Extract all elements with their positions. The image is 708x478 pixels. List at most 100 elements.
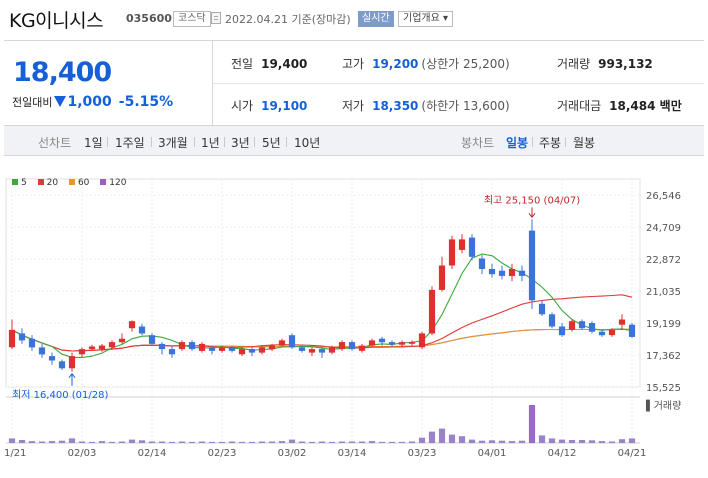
candle-body	[228, 347, 236, 351]
candle-body	[458, 239, 466, 250]
volume-bar	[558, 439, 566, 443]
prev-close-value: 19,400	[261, 57, 308, 71]
quote-date: 2022.04.21 기준(장마감)	[225, 13, 351, 26]
tab-1y[interactable]: 1년	[201, 136, 220, 150]
candle-body	[28, 338, 36, 348]
low-label: 저가	[342, 99, 365, 113]
price-change: 전일대비 1,000 -5.15%	[12, 94, 173, 110]
document-icon	[211, 12, 221, 24]
tab-daily[interactable]: 일봉	[506, 136, 529, 150]
divider	[254, 137, 255, 147]
volume-bar	[408, 441, 416, 443]
y-tick-label: 26,546	[646, 191, 681, 202]
price-summary: 18,400 전일대비 1,000 -5.15% 전일 19,400 고가 19,200…	[4, 40, 704, 126]
volume-bar	[288, 439, 296, 443]
x-tick-label: 04/12	[548, 448, 577, 459]
x-tick-label: 04/01	[478, 448, 507, 459]
volume-bar	[528, 405, 536, 443]
ma20-line	[11, 294, 633, 352]
volume-bar	[308, 441, 316, 443]
volume: 거래량 993,132	[557, 55, 653, 72]
tab-5y[interactable]: 5년	[262, 136, 281, 150]
legend-ma120: 120	[100, 178, 126, 188]
candle-body	[118, 338, 126, 343]
candle-body	[408, 342, 416, 344]
candle-body	[218, 347, 226, 351]
volume-bar	[318, 441, 326, 443]
volume-bar	[348, 441, 356, 443]
candle-body	[468, 237, 476, 257]
volume-bar	[98, 441, 106, 443]
volume-bar	[328, 441, 336, 443]
low-value: 18,350	[372, 99, 419, 113]
prev-close: 전일 19,400	[231, 55, 307, 72]
candle-body	[48, 356, 56, 361]
prev-close-label: 전일	[231, 57, 254, 71]
volume-bar	[548, 438, 556, 443]
company-overview-dropdown[interactable]: 기업개요 ▾	[398, 11, 453, 27]
volume-bar	[158, 441, 166, 443]
divider	[532, 137, 533, 147]
tab-monthly[interactable]: 월봉	[573, 136, 596, 150]
x-tick-label: 02/23	[208, 448, 237, 459]
candle-body	[278, 340, 286, 346]
stock-header: KG이니시스 035600 코스닥 2022.04.21 기준(장마감) 실시간…	[0, 0, 708, 38]
candle-body	[418, 333, 426, 348]
x-tick-label: 02/14	[138, 448, 167, 459]
volume-bar	[28, 441, 36, 443]
lower-limit: (하한가 13,600)	[421, 99, 510, 113]
volume-bar	[368, 441, 376, 443]
volume-bar	[228, 441, 236, 443]
volume-bar	[38, 441, 46, 443]
tab-10y[interactable]: 10년	[294, 136, 321, 150]
legend-ma5: 5	[12, 178, 27, 188]
tab-1w[interactable]: 1주일	[115, 136, 145, 150]
volume-bar	[538, 435, 546, 443]
volume-bar	[188, 441, 196, 443]
realtime-button[interactable]: 실시간	[358, 11, 394, 27]
tab-3m[interactable]: 3개월	[158, 136, 188, 150]
candle-body	[348, 342, 356, 350]
divider	[286, 137, 287, 147]
y-tick-label: 19,199	[646, 319, 681, 330]
volume-bar	[508, 441, 516, 443]
divider	[213, 83, 704, 84]
volume-bar	[438, 428, 446, 443]
volume-label: 거래량	[557, 57, 591, 71]
candle-body	[508, 269, 516, 276]
candle-body	[258, 347, 266, 353]
candle-body	[138, 326, 146, 334]
open-price: 시가 19,100	[231, 97, 307, 114]
legend-ma20: 20	[37, 178, 58, 188]
volume-bar	[588, 440, 596, 443]
legend-label: 60	[77, 178, 90, 188]
current-price: 18,400	[13, 57, 112, 88]
volume-bar	[148, 441, 156, 443]
legend-label: 5	[21, 178, 27, 188]
tab-weekly[interactable]: 주봉	[539, 136, 562, 150]
candle-body	[298, 347, 306, 351]
volume-bar	[338, 441, 346, 443]
volume-bar	[268, 441, 276, 443]
candle-body	[588, 323, 596, 332]
y-tick-label: 15,525	[646, 383, 681, 394]
volume-bar	[198, 441, 206, 443]
candle-body	[148, 335, 156, 344]
candle-body	[268, 345, 276, 350]
candle-body	[618, 319, 626, 325]
candle-body	[328, 347, 336, 353]
change-percent: -5.15%	[118, 94, 174, 110]
x-tick-label: 02/03	[68, 448, 97, 459]
price-chart: 5 20 60 120 26,546 24,709 22,872 21,035 19,1…	[0, 157, 704, 478]
y-tick-label: 22,872	[646, 255, 681, 266]
volume-bar	[78, 441, 86, 443]
tab-1d[interactable]: 1일	[84, 136, 103, 150]
legend-swatch	[37, 179, 44, 185]
volume-label: ▌거래량	[645, 399, 681, 412]
volume-bar	[8, 438, 16, 443]
tab-3y[interactable]: 3년	[231, 136, 250, 150]
candle-body	[288, 335, 296, 348]
candle-body	[498, 270, 506, 276]
candle-body	[78, 349, 86, 355]
down-triangle-icon	[54, 96, 67, 107]
